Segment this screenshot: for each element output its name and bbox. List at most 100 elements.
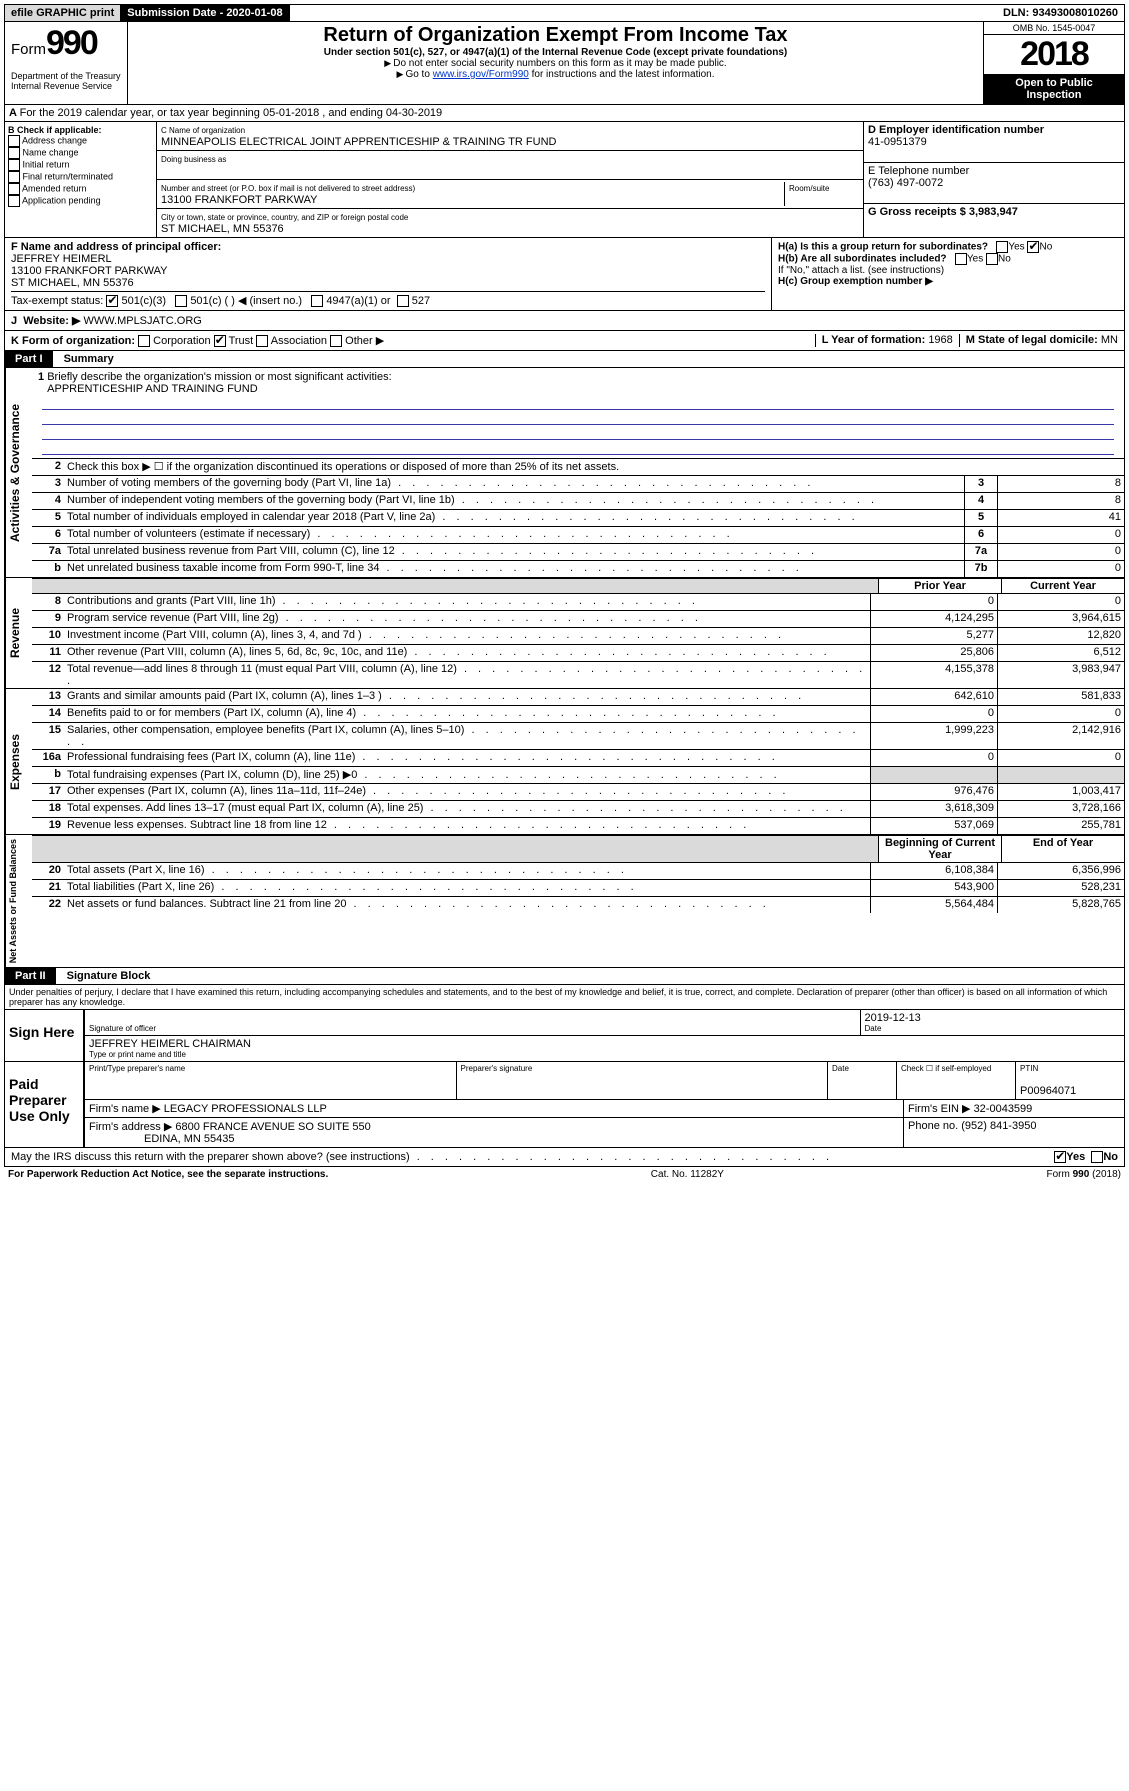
org-city: ST MICHAEL, MN 55376 [161,223,284,235]
table-row: 10Investment income (Part VIII, column (… [32,627,1124,644]
a1: APPRENTICESHIP AND TRAINING FUND [47,383,257,395]
info-grid: B Check if applicable: Address change Na… [4,122,1125,238]
phone-label: E Telephone number [868,165,969,177]
efile-btn[interactable]: efile GRAPHIC print [5,5,121,21]
part2-label: Part II [5,968,56,984]
q2: Check this box ▶ ☐ if the organization d… [64,459,1124,475]
q1: Briefly describe the organization's miss… [47,371,391,383]
q5: Total number of individuals employed in … [67,511,435,523]
firm-name: LEGACY PROFESSIONALS LLP [164,1103,327,1115]
officer-addr1: 13100 FRANKFORT PARKWAY [11,265,168,277]
hb-no[interactable] [986,253,998,265]
cb-address[interactable]: Address change [8,135,153,147]
prep-sig-label: Preparer's signature [461,1064,824,1073]
form990-link[interactable]: www.irs.gov/Form990 [433,69,529,80]
discuss-yes[interactable] [1054,1151,1066,1163]
addr-label: Number and street (or P.O. box if mail i… [161,184,415,193]
cb-initial[interactable]: Initial return [8,159,153,171]
footer: For Paperwork Reduction Act Notice, see … [4,1167,1125,1182]
form-number-box: Form990 Department of the Treasury Inter… [5,22,128,104]
self-employed[interactable]: Check ☐ if self-employed [901,1064,1011,1073]
dln: DLN: 93493008010260 [997,5,1124,21]
j-label: J [11,315,17,327]
cb-trust[interactable] [214,335,226,347]
expenses-body: 13Grants and similar amounts paid (Part … [32,689,1124,834]
line-a-text: For the 2019 calendar year, or tax year … [20,107,443,119]
cb-501c3[interactable] [106,295,118,307]
spacer [290,5,997,21]
phone-val: (763) 497-0072 [868,177,943,189]
hb-yes[interactable] [955,253,967,265]
ha-label: H(a) Is this a group return for subordin… [778,242,988,253]
firm-addr: 6800 FRANCE AVENUE SO SUITE 550 [175,1121,370,1133]
cb-pending[interactable]: Application pending [8,195,153,207]
officer-sig-name-label: Type or print name and title [89,1050,1120,1059]
hdr-prior: Prior Year [878,579,1001,593]
section-governance: Activities & Governance 1 Briefly descri… [4,368,1125,578]
cb-527[interactable] [397,295,409,307]
room-label: Room/suite [789,184,829,193]
table-row: 18Total expenses. Add lines 13–17 (must … [32,800,1124,817]
table-row: 9Program service revenue (Part VIII, lin… [32,610,1124,627]
section-revenue: Revenue Prior YearCurrent Year 8Contribu… [4,578,1125,689]
hc-label: H(c) Group exemption number ▶ [778,276,933,287]
gross-receipts: G Gross receipts $ 3,983,947 [868,206,1018,218]
sign-here-label: Sign Here [5,1010,83,1061]
table-row: 19Revenue less expenses. Subtract line 1… [32,817,1124,834]
line-a: A For the 2019 calendar year, or tax yea… [4,105,1125,122]
table-row: bTotal fundraising expenses (Part IX, co… [32,766,1124,783]
cb-corp[interactable] [138,335,150,347]
box-m: M State of legal domicile: MN [959,334,1124,347]
org-addr: 13100 FRANKFORT PARKWAY [161,194,318,206]
discuss-no[interactable] [1091,1151,1103,1163]
sig-officer-label: Signature of officer [89,1024,856,1033]
ha-yes[interactable] [996,241,1008,253]
ein-val: 41-0951379 [868,136,927,148]
netassets-body: Beginning of Current YearEnd of Year 20T… [32,835,1124,967]
box-b: B Check if applicable: Address change Na… [5,122,157,237]
hb-label: H(b) Are all subordinates included? [778,254,947,265]
cb-other[interactable] [330,335,342,347]
governance-body: 1 Briefly describe the organization's mi… [32,368,1124,577]
cb-4947[interactable] [311,295,323,307]
form-word: Form [11,41,46,58]
hdr-end: End of Year [1001,836,1124,862]
form-990-num: 990 [46,24,97,62]
sig-date-label: Date [865,1024,1121,1033]
tax-status-label: Tax-exempt status: [11,295,103,307]
paid-preparer-block: Paid Preparer Use Only Print/Type prepar… [4,1062,1125,1148]
v3: 8 [997,476,1124,492]
table-row: 20Total assets (Part X, line 16)6,108,38… [32,862,1124,879]
ptin-label: PTIN [1020,1064,1120,1073]
section-expenses: Expenses 13Grants and similar amounts pa… [4,689,1125,835]
cb-assoc[interactable] [256,335,268,347]
open-public: Open to Public Inspection [984,74,1124,104]
ha-no[interactable] [1027,241,1039,253]
l-label: L Year of formation: [822,334,926,346]
box-k: K Form of organization: Corporation Trus… [5,334,815,347]
footer-left: For Paperwork Reduction Act Notice, see … [8,1169,328,1180]
section-fh: F Name and address of principal officer:… [4,238,1125,311]
website-val: WWW.MPLSJATC.ORG [83,315,201,327]
hb-note: If "No," attach a list. (see instruction… [778,265,1118,276]
firm-city: EDINA, MN 55435 [144,1133,234,1145]
l-val: 1968 [928,334,952,346]
cb-501c[interactable] [175,295,187,307]
cb-final[interactable]: Final return/terminated [8,171,153,183]
table-row: 22Net assets or fund balances. Subtract … [32,896,1124,913]
ein-label: D Employer identification number [868,124,1044,136]
vlabel-expenses: Expenses [5,689,32,834]
hr [42,440,1114,455]
table-row: 15Salaries, other compensation, employee… [32,722,1124,749]
cb-name[interactable]: Name change [8,147,153,159]
v5: 41 [997,510,1124,526]
q7b: Net unrelated business taxable income fr… [67,562,379,574]
note1: Do not enter social security numbers on … [393,58,726,69]
m-label: M State of legal domicile: [966,334,1098,346]
hdr-curr: Current Year [1001,579,1124,593]
title-box: Return of Organization Exempt From Incom… [128,22,983,104]
header: Form990 Department of the Treasury Inter… [4,22,1125,105]
discuss-text: May the IRS discuss this return with the… [11,1151,410,1163]
hr [42,395,1114,410]
cb-amended[interactable]: Amended return [8,183,153,195]
